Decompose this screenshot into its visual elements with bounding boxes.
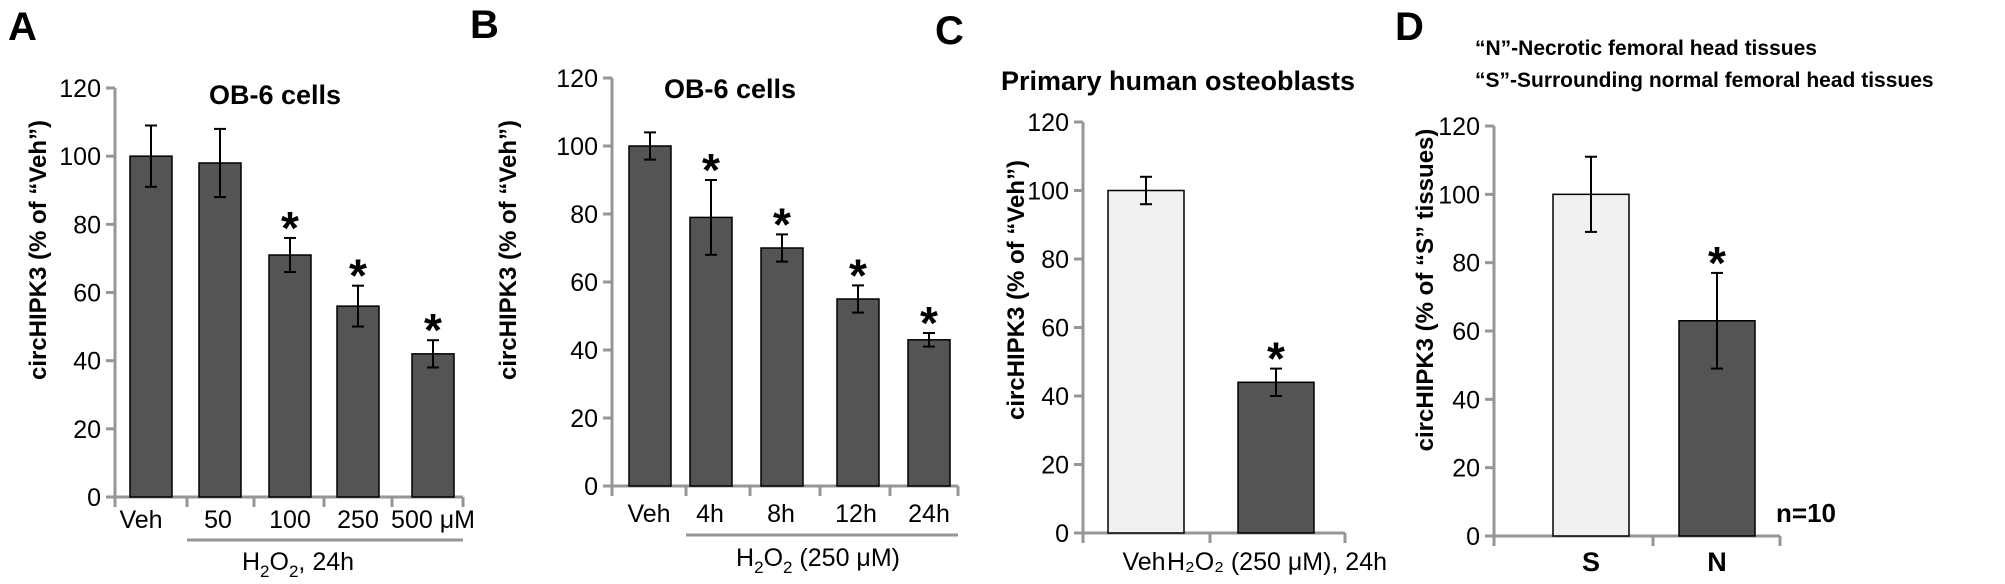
panel-b-bar [628,145,672,487]
panel-a-y-tick-label: 40 [73,348,101,376]
panel-b-significance-star: * [920,297,938,349]
panel-a-significance-star: * [281,202,299,254]
panel-d-category-label: N [1707,547,1727,577]
panel-b-category-label: 4h [696,500,724,528]
panel-d-significance-star: * [1708,237,1726,289]
panel-c-bar [1107,189,1185,534]
panel-a-significance-star: * [424,304,442,356]
panel-b-y-tick-label: 120 [556,65,598,93]
panel-a-group-label: H2O2, 24h [242,548,354,581]
panel-label-b: B [470,3,499,47]
panel-a-y-tick-label: 60 [73,280,101,308]
panel-c-y-tick-label: 120 [1027,109,1069,137]
panel-c-y-tick-label: 0 [1055,520,1069,548]
panel-d-sample-size: n=10 [1776,498,1836,528]
panel-b-ylabel: circHIPK3 (% of “Veh”) [495,120,522,380]
panel-c-y-tick-label: 80 [1041,246,1069,274]
panel-label-d: D [1395,5,1424,49]
panel-b-y-tick-label: 0 [584,473,598,501]
panel-a-significance-star: * [349,250,367,302]
panel-c-y-tick-label: 40 [1041,383,1069,411]
panel-b-title: OB-6 cells [664,74,796,104]
panel-d-y-tick-label: 40 [1452,386,1480,414]
panel-b-significance-star: * [702,144,720,196]
panel-b-y-tick-label: 100 [556,133,598,161]
panel-a-y-tick-label: 20 [73,416,101,444]
panel-b-y-tick-label: 60 [570,269,598,297]
panel-c-significance-star: * [1267,333,1285,385]
panel-a-category-label: 500 μM [391,506,475,534]
panel-c-category-label: H₂O₂ (250 μM), 24h [1167,548,1387,576]
panel-b-bar [689,216,733,487]
panel-b-y-tick-label: 20 [570,405,598,433]
panel-d-note-s: “S”-Surrounding normal femoral head tiss… [1475,69,1934,92]
panel-b-y-tick-label: 80 [570,201,598,229]
panel-a-y-tick-label: 100 [59,143,101,171]
panel-a-bar [129,155,173,498]
panel-d-bar [1552,193,1630,537]
panel-a-title: OB-6 cells [209,80,341,110]
panel-a-y-tick-label: 120 [59,75,101,103]
panel-a-bar [198,162,242,498]
panel-c-y-tick-label: 20 [1041,452,1069,480]
panel-b-category-label: 24h [908,500,950,528]
panel-c-y-tick-label: 100 [1027,178,1069,206]
panel-c-category-label: Veh [1122,548,1165,576]
panel-b-category-label: Veh [627,500,670,528]
panel-b-significance-star: * [773,198,791,250]
panel-c-y-tick-label: 60 [1041,315,1069,343]
panel-a-y-tick-label: 80 [73,211,101,239]
panel-d-y-tick-label: 120 [1438,113,1480,141]
panel-d-category-label: S [1582,547,1600,577]
panel-c-ylabel: circHIPK3 (% of “Veh”) [1003,160,1030,420]
panel-a-category-label: 100 [269,506,311,534]
panel-a-y-tick-label: 0 [87,484,101,512]
panel-d-y-tick-label: 20 [1452,455,1480,483]
panel-d-ylabel: circHIPK3 (% of “S” tissues) [1412,129,1439,452]
panel-d-y-tick-label: 80 [1452,250,1480,278]
chart-marks: 0 20 40 60 80 100 120 * * * 0 20 40 60 80 100 120 * * * * 0 20… [59,65,1782,551]
panel-a-bar [268,254,312,498]
panel-label-a: A [8,5,37,49]
panel-b-group-label: H2O2 (250 μM) [736,544,900,577]
panel-a-ylabel: circHIPK3 (% of “Veh”) [25,120,52,380]
panel-b-y-tick-label: 40 [570,337,598,365]
panel-b-category-label: 8h [767,500,795,528]
panel-a-bar [336,305,380,498]
panel-b-bar [760,247,804,487]
panel-a-category-label: 250 [337,506,379,534]
panel-a-bar [411,353,455,498]
panel-a-category-label: Veh [119,506,162,534]
panel-c-bar [1237,381,1315,534]
panel-d-note-n: “N”-Necrotic femoral head tissues [1475,37,1817,60]
panel-d-y-tick-label: 60 [1452,318,1480,346]
panel-d-y-tick-label: 0 [1466,523,1480,551]
panel-a-category-label: 50 [204,506,232,534]
panel-d-y-tick-label: 100 [1438,181,1480,209]
panel-b-category-label: 12h [835,500,877,528]
panel-b-bar [836,298,880,487]
panel-label-c: C [935,9,964,53]
panel-b-significance-star: * [849,249,867,301]
panel-c-title: Primary human osteoblasts [1001,66,1355,96]
panel-b-bar [907,339,951,487]
